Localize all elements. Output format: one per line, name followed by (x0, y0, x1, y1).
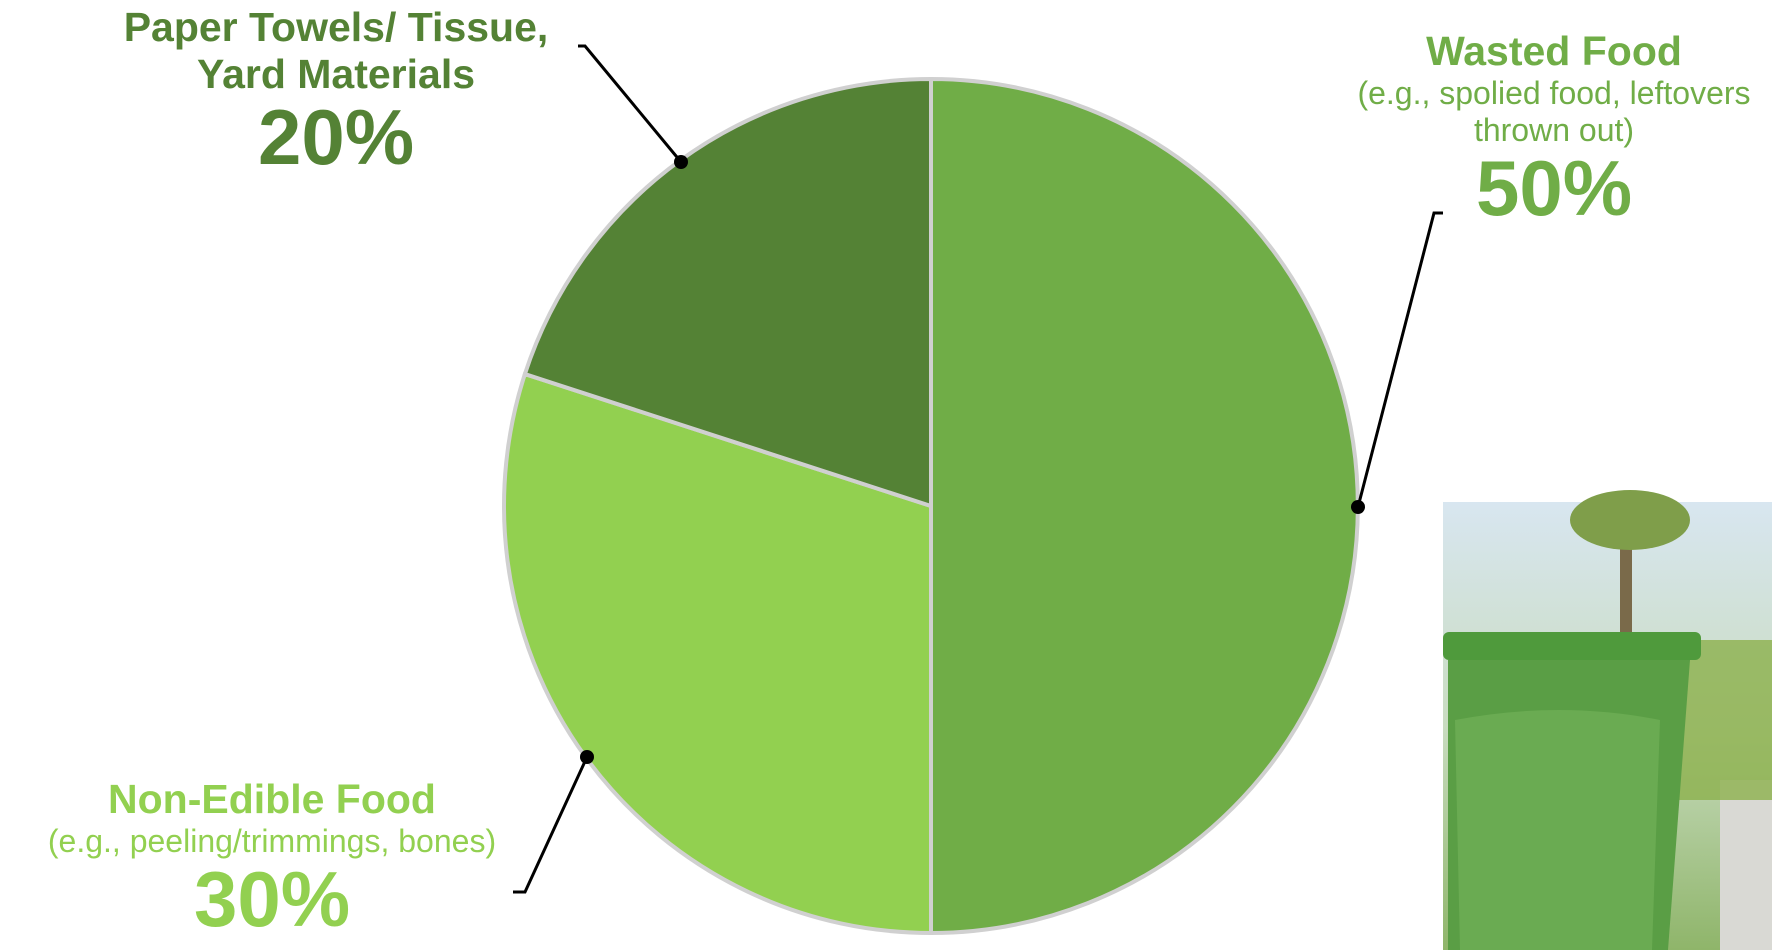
label-block: Paper Towels/ Tissue, Yard Materials 20% (81, 4, 591, 176)
value-label: 50% (1319, 149, 1789, 227)
category-description: (e.g., spolied food, leftovers thrown ou… (1319, 75, 1789, 149)
pie-slice (931, 79, 1358, 933)
category-label: Non-Edible Food (2, 776, 542, 823)
category-label: Paper Towels/ Tissue, Yard Materials (81, 4, 591, 98)
leader-dot (580, 750, 594, 764)
label-block: Non-Edible Food (e.g., peeling/trimmings… (2, 776, 542, 938)
value-label: 30% (2, 860, 542, 938)
label-block: Wasted Food (e.g., spolied food, leftove… (1319, 28, 1789, 227)
value-label: 20% (81, 98, 591, 176)
slices (504, 79, 1358, 933)
page: {"chart_data": {"type": "pie", "categori… (0, 0, 1789, 950)
trash-bin-photo (1443, 490, 1772, 950)
leader-line (578, 46, 681, 162)
leader-line (1358, 213, 1443, 507)
leader-dot (674, 155, 688, 169)
category-label: Wasted Food (1319, 28, 1789, 75)
leader-dot (1351, 500, 1365, 514)
